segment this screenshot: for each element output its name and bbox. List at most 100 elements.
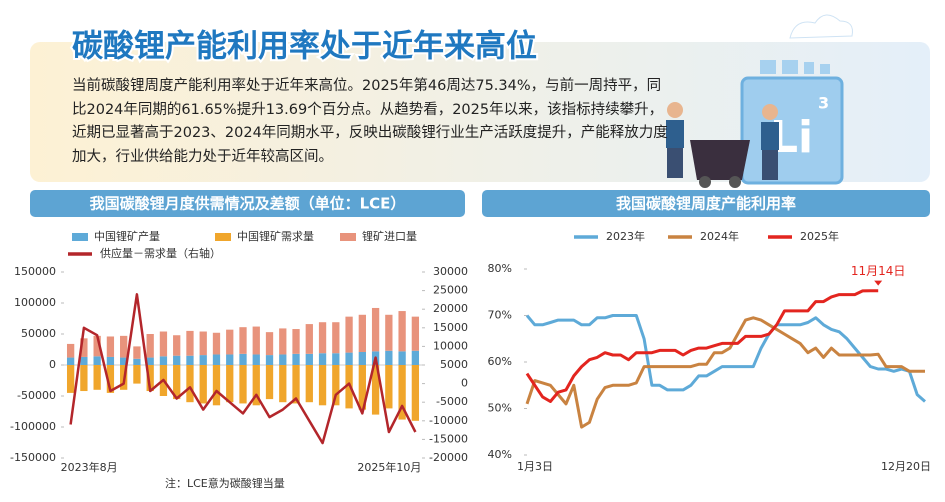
- bar: [80, 356, 88, 365]
- bar: [345, 352, 353, 365]
- legend-label: 2024年: [700, 229, 739, 243]
- x-tick-label: 2025年10月: [357, 460, 421, 474]
- bar: [345, 316, 353, 353]
- bar: [358, 314, 366, 352]
- bar: [292, 329, 300, 354]
- cloud: [789, 14, 853, 39]
- y2-tick-label: -10000: [429, 414, 468, 427]
- element-number: 3: [818, 94, 829, 113]
- legend-label: 2025年: [800, 229, 839, 243]
- bar: [279, 365, 287, 403]
- bar: [106, 336, 115, 357]
- bar: [159, 331, 168, 357]
- bar: [265, 355, 274, 365]
- bar: [411, 365, 420, 421]
- bar: [371, 307, 380, 352]
- bar: [199, 355, 207, 365]
- bar: [398, 311, 406, 352]
- bar: [80, 338, 88, 357]
- bar: [199, 331, 207, 356]
- bar: [305, 365, 313, 403]
- bar: [239, 365, 247, 404]
- bar: [212, 354, 221, 365]
- y-tick-label: 50%: [488, 402, 512, 415]
- legend-label: 中国锂矿需求量: [237, 229, 314, 243]
- y-tick-label: 50000: [21, 327, 56, 340]
- y-tick-label: 40%: [488, 448, 512, 461]
- bar: [159, 356, 168, 365]
- bar: [66, 357, 75, 365]
- y-tick-label: 70%: [488, 309, 512, 322]
- bar: [252, 354, 260, 365]
- y-tick-label: -50000: [17, 389, 56, 402]
- y-tick-label: -150000: [10, 451, 56, 464]
- bar: [398, 365, 406, 420]
- bar: [265, 365, 274, 400]
- legend-label: 中国锂矿产量: [94, 229, 160, 243]
- legend-swatch: [215, 233, 231, 241]
- bar: [385, 314, 393, 351]
- bar: [133, 365, 141, 384]
- bar: [173, 355, 181, 365]
- chart-title: 我国碳酸锂周度产能利用率: [616, 195, 796, 213]
- series-line: [525, 316, 925, 429]
- panel-header: [482, 190, 930, 217]
- panel-header: [30, 190, 465, 217]
- bar: [93, 365, 101, 390]
- bar: [292, 365, 300, 404]
- bar: [345, 365, 353, 409]
- y2-tick-label: -20000: [429, 451, 468, 464]
- bar: [252, 326, 260, 355]
- bar: [133, 358, 141, 365]
- legend-label: 2023年: [606, 229, 645, 243]
- y2-tick-label: -5000: [436, 395, 468, 408]
- bar: [252, 365, 260, 406]
- x-tick-label: 12月20日: [881, 460, 931, 473]
- legend-swatch: [72, 233, 88, 241]
- bar: [186, 330, 194, 356]
- bar: [186, 365, 194, 403]
- bar: [226, 329, 234, 355]
- bar: [66, 365, 75, 393]
- bar: [332, 365, 340, 406]
- page-title: 碳酸锂产能利用率处于近年来高位: [72, 29, 537, 65]
- y2-tick-label: 15000: [433, 321, 468, 334]
- annotation: 11月14日: [851, 264, 906, 278]
- bar: [120, 357, 128, 365]
- bar: [332, 353, 340, 365]
- y2-tick-label: 5000: [440, 358, 468, 371]
- legend-swatch: [340, 233, 356, 241]
- y-tick-label: 100000: [14, 296, 56, 309]
- bar: [279, 354, 287, 365]
- bar: [305, 324, 313, 354]
- bar: [239, 327, 247, 354]
- y2-tick-label: 20000: [433, 302, 468, 315]
- bar: [226, 354, 234, 365]
- bar: [265, 332, 274, 356]
- bar: [279, 328, 287, 355]
- bar: [385, 365, 393, 409]
- bar: [226, 365, 234, 403]
- intro-text: 当前碳酸锂周度产能利用率处于近年来高位。2025年第46周达75.34%，与前一…: [72, 78, 668, 165]
- bar: [186, 355, 194, 365]
- bar: [212, 332, 221, 355]
- bar: [398, 351, 406, 365]
- legend-label: 供应量－需求量（右轴）: [100, 246, 221, 260]
- chart-title: 我国碳酸锂月度供需情况及差额（单位：LCE）: [90, 195, 406, 213]
- y-tick-label: -100000: [10, 420, 56, 433]
- bar: [212, 365, 221, 406]
- bar: [146, 357, 154, 365]
- bar: [93, 335, 101, 357]
- series-line: [69, 293, 417, 445]
- series-line: [525, 289, 879, 403]
- y-tick-label: 60%: [488, 355, 512, 368]
- y2-tick-label: -15000: [429, 432, 468, 445]
- bar: [93, 356, 101, 365]
- y-tick-label: 80%: [488, 262, 512, 275]
- bar: [358, 365, 366, 410]
- bar: [305, 353, 313, 365]
- bar: [371, 365, 380, 415]
- y2-tick-label: 30000: [433, 265, 468, 278]
- battery-illustration: Li 3: [666, 60, 844, 188]
